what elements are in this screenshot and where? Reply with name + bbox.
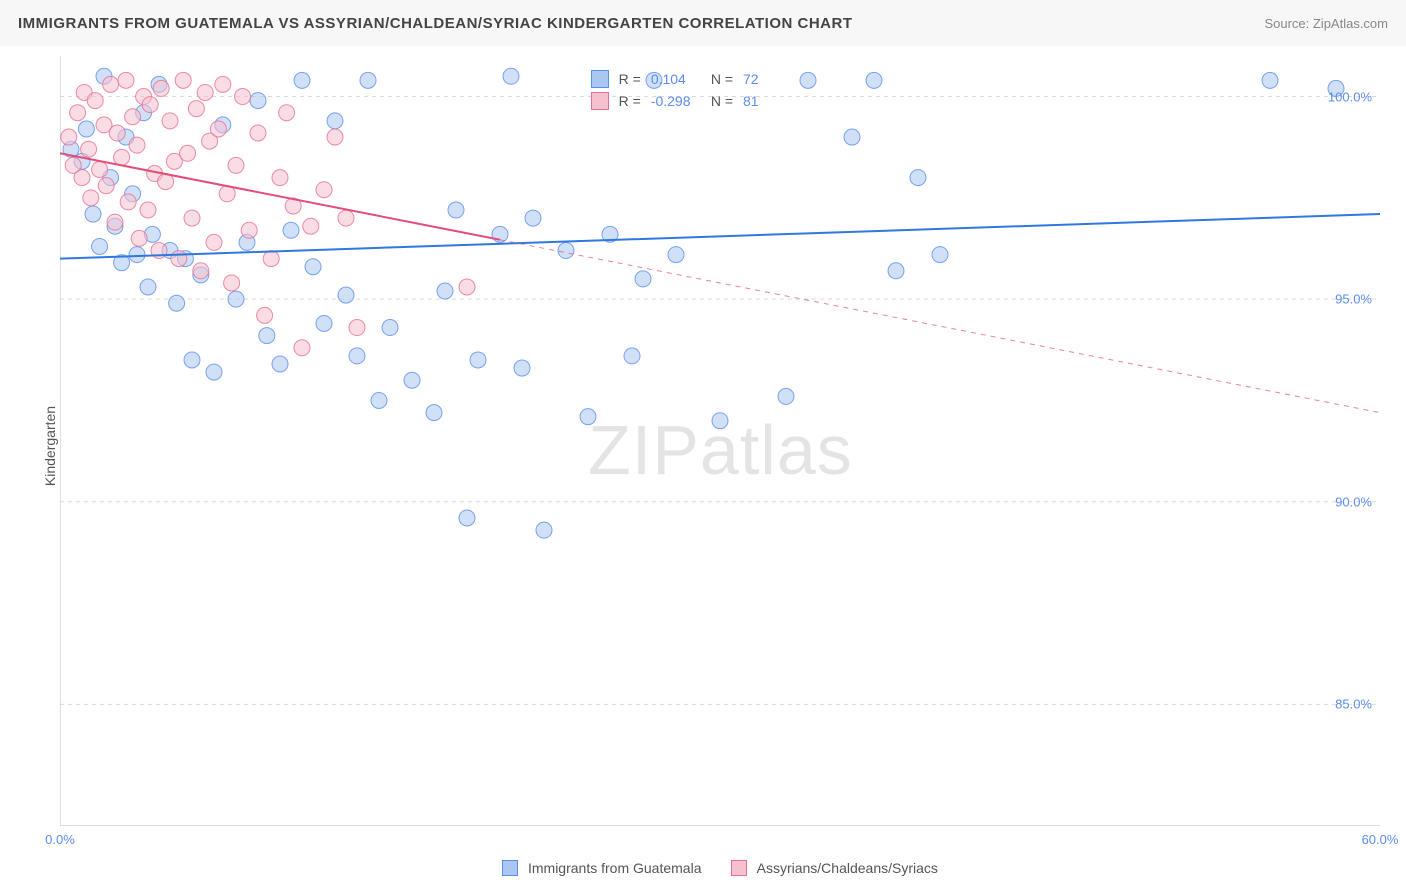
- legend-stat-swatch: [591, 70, 609, 88]
- source-value: ZipAtlas.com: [1313, 16, 1388, 31]
- legend-item-guatemala: Immigrants from Guatemala: [502, 860, 701, 876]
- legend-stat-row: R = -0.298 N = 81: [591, 90, 793, 112]
- n-value: 81: [743, 93, 793, 109]
- r-label: R =: [619, 93, 641, 109]
- n-value: 72: [743, 71, 793, 87]
- r-label: R =: [619, 71, 641, 87]
- r-value: -0.298: [651, 93, 701, 109]
- xtick-label: 60.0%: [1362, 832, 1399, 847]
- chart-header: IMMIGRANTS FROM GUATEMALA VS ASSYRIAN/CH…: [0, 0, 1406, 46]
- legend-swatch-guatemala: [502, 860, 518, 876]
- scatter-plot-svg: [60, 56, 1380, 826]
- n-label: N =: [711, 71, 733, 87]
- legend-stat-row: R = 0.104 N = 72: [591, 68, 793, 90]
- legend-item-assyrian: Assyrians/Chaldeans/Syriacs: [731, 860, 937, 876]
- legend-stat-swatch: [591, 92, 609, 110]
- legend-label-assyrian: Assyrians/Chaldeans/Syriacs: [757, 860, 938, 876]
- xtick-label: 0.0%: [45, 832, 75, 847]
- legend-swatch-assyrian: [731, 860, 747, 876]
- legend-label-guatemala: Immigrants from Guatemala: [528, 860, 702, 876]
- x-axis-ticks: 0.0%60.0%: [60, 832, 1380, 852]
- plot-area: R =0.104N =72R =-0.298N =81 ZIPatlas: [60, 56, 1380, 826]
- r-value: 0.104: [651, 71, 701, 87]
- correlation-legend: R = 0.104 N = 72 R = -0.298 N = 81: [591, 68, 793, 112]
- y-axis-label: Kindergarten: [42, 406, 58, 486]
- n-label: N =: [711, 93, 733, 109]
- source-label: Source:: [1264, 16, 1312, 31]
- series-legend: Immigrants from Guatemala Assyrians/Chal…: [60, 860, 1380, 876]
- chart-title: IMMIGRANTS FROM GUATEMALA VS ASSYRIAN/CH…: [18, 15, 853, 32]
- source-attribution: Source: ZipAtlas.com: [1264, 16, 1388, 31]
